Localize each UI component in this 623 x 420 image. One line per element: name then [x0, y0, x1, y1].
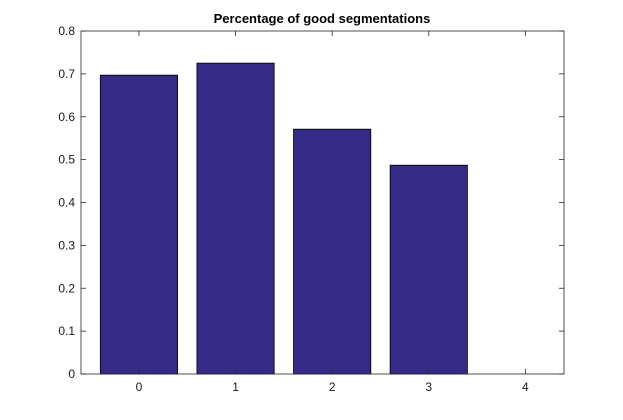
- tick-labels-layer: 0 0.1 0.2 0.3 0.4 0.5 0.6 0.7 0.8 0 1 2 3 4: [58, 24, 529, 394]
- plot-frame: [80, 30, 565, 375]
- x-tick-label: 0: [136, 380, 143, 394]
- y-tick-label: 0: [68, 367, 75, 381]
- bars-layer: [99, 62, 468, 375]
- y-tick-label: 0.2: [58, 281, 75, 295]
- bar-1: [196, 62, 275, 375]
- chart-title: Percentage of good segmentations: [214, 11, 431, 26]
- x-tick-label: 1: [232, 380, 239, 394]
- y-tick-label: 0.6: [58, 110, 75, 124]
- y-tick-label: 0.4: [58, 196, 75, 210]
- y-tick-label: 0.5: [58, 153, 75, 167]
- x-tick-label: 2: [329, 380, 336, 394]
- y-tick-label: 0.3: [58, 238, 75, 252]
- y-tick-label: 0.7: [58, 67, 75, 81]
- bar-3: [389, 164, 468, 375]
- y-tick-label: 0.1: [58, 324, 75, 338]
- x-tick-label: 4: [522, 380, 529, 394]
- bar-2: [293, 128, 372, 375]
- y-tick-label: 0.8: [58, 24, 75, 38]
- bar-0: [99, 74, 178, 375]
- x-tick-label: 3: [425, 380, 432, 394]
